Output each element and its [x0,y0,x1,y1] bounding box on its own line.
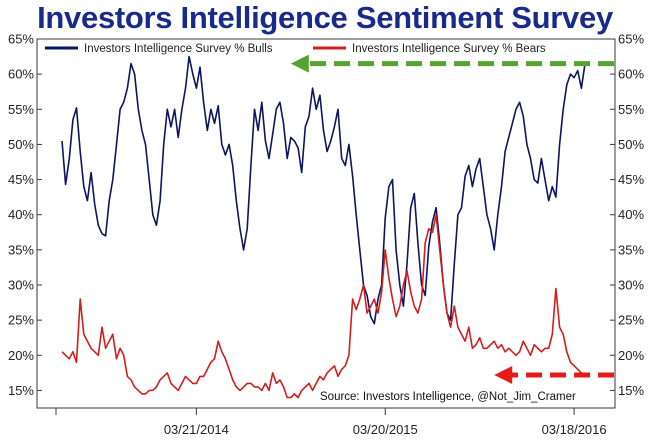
legend: Investors Intelligence Survey % Bulls In… [45,43,546,55]
series-line-bears [61,213,582,399]
y-tick-label-right: 25% [618,313,644,328]
series-layer [61,55,586,399]
x-tick-label: 03/21/2014 [164,422,229,437]
y-tick-label-right: 20% [618,348,644,363]
y-tick-label-right: 60% [618,67,644,82]
annotation-arrow-head-1 [290,54,309,73]
annotation-arrow-head-2 [494,365,513,384]
x-axis: 03/21/2014 03/20/2015 03/18/2016 [55,408,607,437]
y-tick-label-left: 45% [8,172,34,187]
y-tick-label-right: 35% [618,242,644,257]
y-tick-label-left: 20% [8,348,34,363]
x-tick-label: 03/18/2016 [542,422,607,437]
y-tick-label-left: 40% [8,207,34,222]
y-tick-label-right: 50% [618,137,644,152]
y-tick-label-right: 15% [618,383,644,398]
legend-label-bulls: Investors Intelligence Survey % Bulls [84,43,273,55]
y-tick-label-left: 60% [8,67,34,82]
x-tick-label: 03/20/2015 [353,422,418,437]
y-tick-label-right: 30% [618,278,644,293]
y-tick-label-left: 65% [8,32,34,47]
series-line-bulls [61,55,586,325]
plot-frame [36,38,616,409]
y-tick-label-left: 30% [8,278,34,293]
y-axis-left: 15% 20% 25% 30% 35% 40% 45% 50% 55% 60% 65% [8,32,42,398]
y-axis-right: 15% 20% 25% 30% 35% 40% 45% 50% 55% 60% 65% [610,32,644,398]
annotation-layer [290,54,615,384]
y-tick-label-right: 45% [618,172,644,187]
y-tick-label-left: 35% [8,242,34,257]
y-tick-label-right: 40% [618,207,644,222]
y-tick-label-right: 55% [618,102,644,117]
chart-title: Investors Intelligence Sentiment Survey [37,0,613,35]
legend-label-bears: Investors Intelligence Survey % Bears [352,43,546,55]
y-tick-label-left: 50% [8,137,34,152]
y-tick-label-left: 25% [8,313,34,328]
source-note: Source: Investors Intelligence, @Not_Jim… [320,391,576,403]
y-tick-label-left: 15% [8,383,34,398]
y-tick-label-right: 65% [618,32,644,47]
y-tick-label-left: 55% [8,102,34,117]
